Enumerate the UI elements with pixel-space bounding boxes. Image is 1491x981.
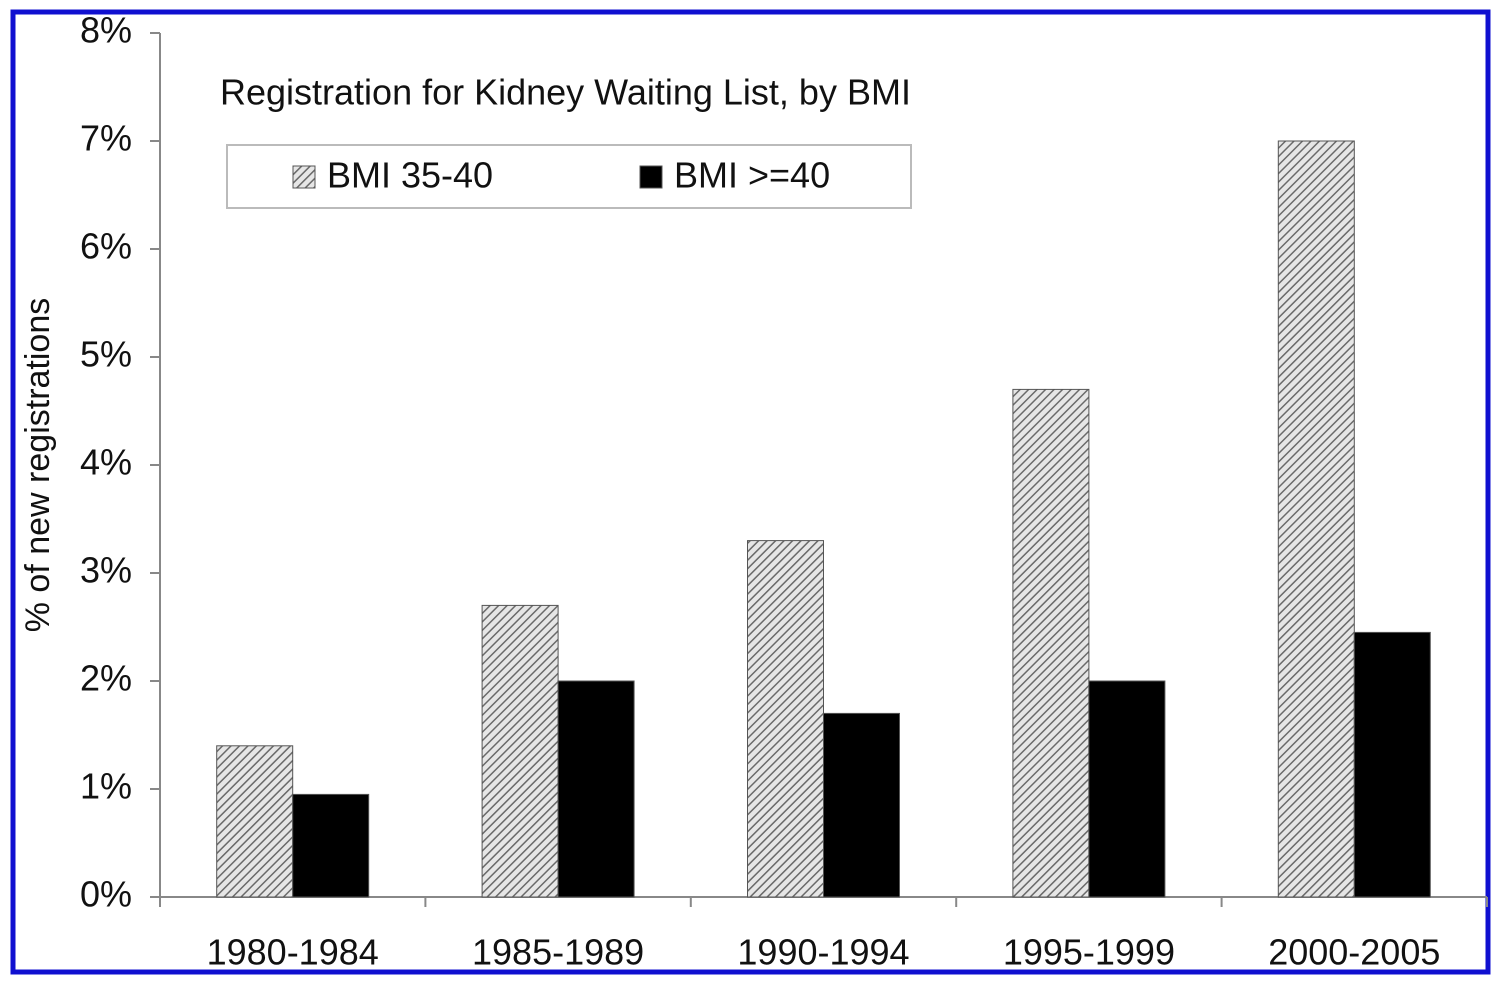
y-tick-label: 3% [80, 550, 132, 591]
y-tick-label: 1% [80, 766, 132, 807]
legend-swatch [292, 165, 316, 189]
x-tick-label: 1980-1984 [207, 932, 379, 973]
y-tick-label: 2% [80, 658, 132, 699]
y-tick-label: 6% [80, 226, 132, 267]
legend-label: BMI >=40 [674, 155, 830, 196]
x-tick-label: 2000-2005 [1268, 932, 1440, 973]
bar [557, 680, 635, 898]
chart-title: Registration for Kidney Waiting List, by… [220, 72, 911, 113]
x-tick-label: 1985-1989 [472, 932, 644, 973]
y-tick-label: 0% [80, 874, 132, 915]
x-tick-label: 1990-1994 [737, 932, 909, 973]
y-tick-label: 7% [80, 118, 132, 159]
bar [747, 540, 824, 898]
bar [1277, 140, 1355, 898]
y-axis-label: % of new registrations [19, 298, 57, 633]
legend-swatch [639, 165, 663, 189]
bar [1353, 631, 1431, 898]
bar [1012, 388, 1090, 898]
x-tick-label: 1995-1999 [1003, 932, 1175, 973]
bar [1088, 680, 1166, 898]
bar [823, 712, 900, 898]
frame [10, 9, 1491, 975]
bar [481, 604, 559, 898]
y-tick-label: 5% [80, 334, 132, 375]
bar [292, 793, 370, 898]
y-tick-label: 4% [80, 442, 132, 483]
legend-label: BMI 35-40 [327, 155, 493, 196]
bar [216, 745, 294, 898]
y-tick-label: 8% [80, 10, 132, 51]
legend-box [226, 144, 912, 209]
